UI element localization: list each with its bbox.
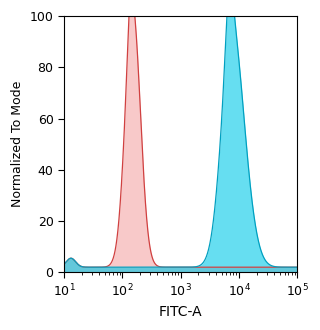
X-axis label: FITC-A: FITC-A (159, 305, 203, 319)
Y-axis label: Normalized To Mode: Normalized To Mode (11, 81, 24, 207)
